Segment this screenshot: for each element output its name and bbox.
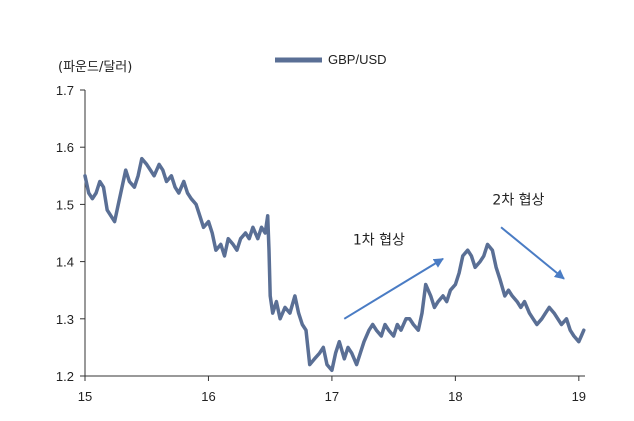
annotation-arrow <box>500 226 565 280</box>
series-layer <box>83 156 586 373</box>
x-axis: 15 16 17 18 19 <box>78 375 586 404</box>
x-tick-label: 17 <box>325 389 339 404</box>
y-tick-label: 1.7 <box>56 83 74 98</box>
y-tick-label: 1.4 <box>56 255 74 270</box>
annotation-layer: 1차 협상 2차 협상 <box>343 192 565 320</box>
x-tick-label: 15 <box>78 389 92 404</box>
annotation-label: 1차 협상 <box>353 232 405 248</box>
x-tick-label: 16 <box>201 389 215 404</box>
unit-label: (파운드/달러) <box>58 60 132 75</box>
legend-label: GBP/USD <box>328 52 387 67</box>
y-tick-label: 1.2 <box>56 369 74 384</box>
x-tick-label: 19 <box>572 389 586 404</box>
y-axis: 1.2 1.3 1.4 1.5 1.6 1.7 <box>56 83 86 384</box>
y-tick-label: 1.5 <box>56 197 74 212</box>
y-tick-label: 1.3 <box>56 312 74 327</box>
x-tick-label: 18 <box>448 389 462 404</box>
annotation-label: 2차 협상 <box>492 192 544 208</box>
legend: GBP/USD <box>275 52 387 67</box>
annotation-arrow <box>343 257 444 320</box>
y-tick-label: 1.6 <box>56 140 74 155</box>
series-line-gbp-usd <box>83 156 586 373</box>
